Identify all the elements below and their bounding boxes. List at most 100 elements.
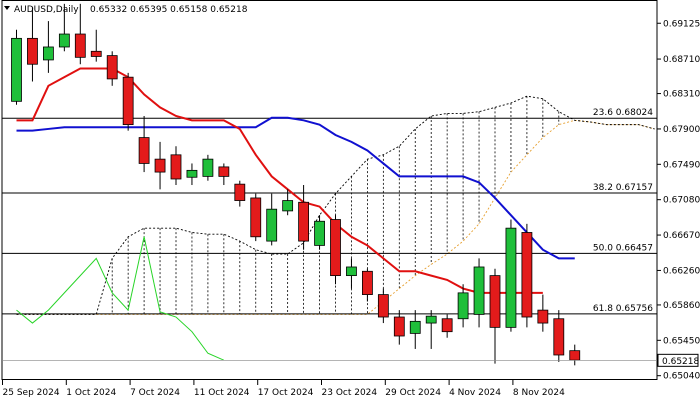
candle [346, 258, 357, 289]
candle [202, 154, 214, 181]
candle-body [553, 318, 565, 356]
candle [186, 163, 198, 186]
candle [489, 268, 501, 364]
candle [27, 8, 38, 82]
candle [409, 310, 421, 349]
candle [218, 163, 230, 186]
candle-body [234, 183, 246, 201]
candle [505, 219, 517, 332]
candle-body [505, 227, 517, 328]
y-tick-label: 0.67900 [663, 125, 700, 135]
candle [43, 21, 54, 73]
candle [58, 3, 70, 52]
candle-body [74, 33, 86, 58]
fib-level-label: 23.6 0.68024 [593, 108, 653, 118]
y-tick-label: 0.65450 [663, 336, 700, 346]
candle [74, 3, 86, 65]
candle-body [473, 266, 485, 315]
candle-body [409, 320, 421, 334]
y-tick-label: 0.68310 [663, 90, 700, 100]
current-price-label: 0.65218 [662, 357, 699, 367]
candle [154, 141, 166, 190]
candle [11, 29, 22, 105]
chikou-span-line [16, 236, 225, 361]
y-tick-label: 0.69125 [663, 19, 700, 29]
x-tick-label: 17 Oct 2024 [258, 388, 314, 398]
kijun-sen-line [16, 116, 575, 260]
candle-body [154, 158, 166, 173]
candle-body [122, 76, 134, 126]
candle [314, 215, 325, 250]
candle-body [457, 292, 469, 320]
candle-body [282, 200, 294, 212]
x-tick-label: 25 Sep 2024 [3, 388, 60, 398]
x-tick-label: 11 Oct 2024 [194, 388, 250, 398]
fib-level-label: 50.0 0.66457 [593, 243, 653, 253]
candle-body [250, 197, 262, 238]
candle [234, 180, 246, 207]
y-tick-label: 0.65860 [663, 301, 700, 311]
candle [425, 310, 437, 349]
y-tick-label: 0.65040 [663, 372, 700, 382]
candle-body [186, 169, 198, 178]
candle [266, 193, 278, 246]
candle [441, 314, 453, 338]
candle [298, 185, 310, 250]
candle [282, 189, 294, 216]
candle [106, 51, 118, 86]
y-tick-label: 0.68710 [663, 55, 700, 65]
candle-body [489, 275, 501, 328]
candle-body [330, 219, 341, 277]
candle-body [537, 309, 549, 324]
x-tick-label: 7 Oct 2024 [130, 388, 180, 398]
candle [361, 268, 373, 302]
candles [11, 3, 581, 366]
x-tick-label: 1 Oct 2024 [66, 388, 116, 398]
x-tick-label: 4 Nov 2024 [449, 388, 501, 398]
chart-header: AUDUSD,Daily 0.65332 0.65395 0.65158 0.6… [4, 5, 248, 15]
indicator-lines [16, 67, 575, 361]
y-tick-label: 0.67080 [663, 196, 700, 206]
candle [537, 294, 549, 332]
candle-body [218, 166, 230, 177]
y-axis: 0.695300.691250.687100.683100.679000.674… [2, 19, 700, 382]
candle [377, 288, 389, 324]
y-tick-label: 0.66670 [663, 231, 700, 241]
candle-body [27, 37, 38, 65]
candle-body [377, 294, 389, 318]
candle-body [170, 154, 182, 180]
candle-body [138, 137, 150, 164]
candle-body [569, 350, 581, 361]
senkou-span-b [16, 95, 655, 315]
candle [330, 215, 341, 285]
candle [90, 29, 102, 62]
candle [457, 284, 469, 328]
candle-body [393, 316, 405, 337]
candle-body [361, 270, 373, 295]
ohlc-values: 0.65332 0.65395 0.65158 0.65218 [90, 5, 248, 15]
tenkan-sen-line [16, 67, 543, 294]
candle-body [266, 208, 278, 242]
x-tick-label: 8 Nov 2024 [513, 388, 565, 398]
current-price-box [657, 353, 699, 367]
x-tick-label: 23 Oct 2024 [322, 388, 378, 398]
senkou-span-a [16, 119, 655, 315]
candle [553, 310, 565, 362]
collapse-triangle-icon[interactable] [4, 6, 10, 10]
candle-body [346, 266, 357, 277]
x-axis: 25 Sep 2024 1 Oct 2024 7 Oct 2024 11 Oct 20… [2, 380, 565, 398]
candle [170, 146, 182, 186]
candle-body [58, 33, 70, 48]
x-tick-label: 29 Oct 2024 [385, 388, 441, 398]
candle [521, 223, 533, 328]
candle-body [43, 46, 54, 61]
candle [138, 116, 150, 173]
fib-level-label: 61.8 0.65756 [593, 304, 653, 314]
candle-body [298, 201, 310, 242]
y-tick-label: 0.66260 [663, 266, 700, 276]
symbol-label: AUDUSD,Daily [14, 5, 79, 15]
candle [473, 258, 485, 328]
candle-body [441, 318, 453, 333]
fib-level-label: 38.2 0.67157 [593, 183, 653, 193]
